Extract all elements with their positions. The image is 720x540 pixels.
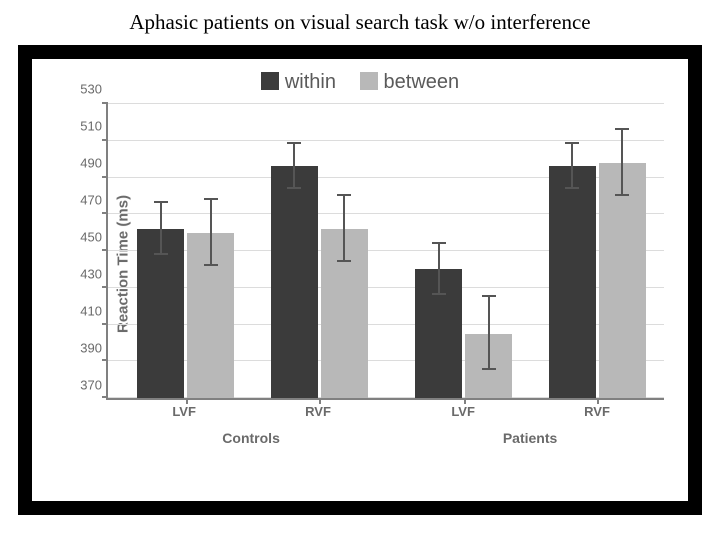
error-bar [438, 244, 440, 295]
error-bar [160, 203, 162, 254]
plot-area: Reaction Time (ms) 370390410430450470490… [106, 104, 664, 424]
y-tick-label: 490 [80, 156, 102, 171]
x-tick-label: RVF [305, 404, 331, 419]
error-cap [287, 142, 301, 144]
y-tick-label: 450 [80, 230, 102, 245]
y-tick-label: 410 [80, 304, 102, 319]
error-cap [615, 128, 629, 130]
error-cap [482, 368, 496, 370]
y-tick-label: 510 [80, 119, 102, 134]
legend-swatch-between [360, 72, 378, 90]
y-tick-label: 470 [80, 193, 102, 208]
error-cap [565, 187, 579, 189]
error-bar [488, 297, 490, 371]
error-bar [621, 130, 623, 196]
y-tick-label: 390 [80, 341, 102, 356]
bar-within [271, 166, 318, 398]
y-tick-label: 430 [80, 267, 102, 282]
error-cap [432, 293, 446, 295]
error-cap [154, 201, 168, 203]
error-bar [293, 144, 295, 188]
error-cap [565, 142, 579, 144]
y-axis-ticks: 370390410430450470490510530 [72, 104, 106, 400]
error-cap [482, 295, 496, 297]
error-cap [337, 194, 351, 196]
group-label: Patients [503, 430, 557, 446]
legend-swatch-within [261, 72, 279, 90]
error-bar [571, 144, 573, 188]
x-tick-label: RVF [584, 404, 610, 419]
legend-label-between: between [384, 71, 460, 93]
error-cap [287, 187, 301, 189]
legend: within between [46, 71, 674, 94]
x-axis-ticks: LVF RVF LVF RVF [106, 402, 664, 424]
x-tick-label: LVF [451, 404, 475, 419]
plot [106, 104, 664, 400]
error-bar [210, 200, 212, 266]
chart-title: Aphasic patients on visual search task w… [0, 0, 720, 41]
x-tick-label: LVF [172, 404, 196, 419]
bar-within [549, 166, 596, 398]
error-cap [432, 242, 446, 244]
chart-frame: within between Reaction Time (ms) 370390… [18, 45, 702, 515]
error-cap [337, 260, 351, 262]
error-bar [343, 196, 345, 262]
error-cap [154, 253, 168, 255]
error-cap [615, 194, 629, 196]
error-cap [204, 198, 218, 200]
y-tick-label: 370 [80, 378, 102, 393]
legend-label-within: within [285, 71, 336, 93]
bar-between [599, 163, 646, 398]
group-labels: Controls Patients [106, 430, 664, 460]
error-cap [204, 264, 218, 266]
y-tick-label: 530 [80, 82, 102, 97]
group-label: Controls [222, 430, 280, 446]
